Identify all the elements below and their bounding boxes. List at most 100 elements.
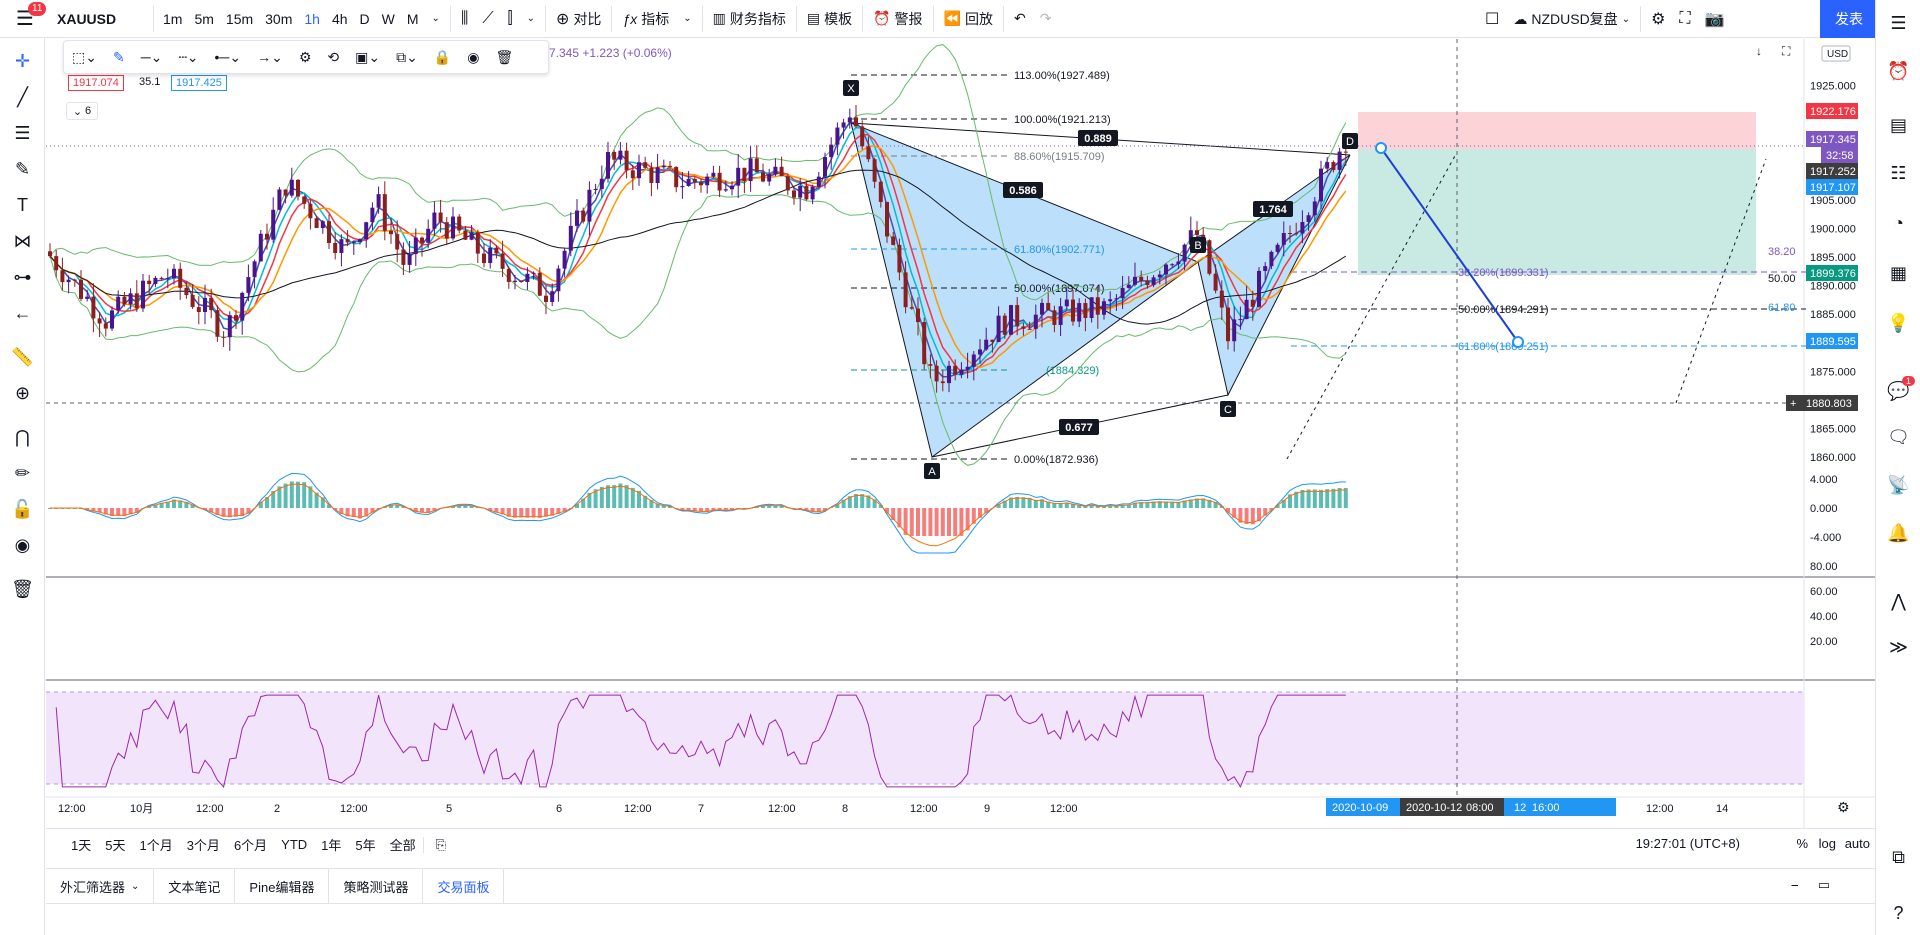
interval-15m[interactable]: 15m (225, 10, 254, 27)
candle-body[interactable] (1294, 233, 1299, 235)
gear-icon[interactable]: ⚙ (1651, 11, 1666, 28)
candle-body[interactable] (575, 210, 579, 226)
candle-body[interactable] (792, 190, 796, 198)
macd-bar[interactable] (91, 508, 96, 512)
macd-bar[interactable] (1164, 501, 1168, 508)
macd-bar[interactable] (1021, 497, 1026, 508)
macd-bar[interactable] (1343, 487, 1348, 508)
candle-body[interactable] (841, 122, 846, 128)
macd-bar[interactable] (1300, 490, 1305, 508)
camera-icon[interactable]: 📷 (1704, 11, 1725, 28)
macd-bar[interactable] (1325, 489, 1330, 508)
candle-body[interactable] (891, 236, 896, 245)
fullscreen-icon[interactable]: ⛶ (1679, 10, 1691, 27)
macd-bar[interactable] (327, 504, 331, 508)
chevron-down-icon[interactable]: ⌄ (431, 13, 440, 24)
candle-body[interactable] (798, 185, 803, 198)
candle-body[interactable] (351, 241, 356, 243)
macd-bar[interactable] (1275, 505, 1280, 508)
candle-body[interactable] (482, 253, 486, 264)
macd-bar[interactable] (395, 504, 400, 508)
macd-bar[interactable] (1058, 503, 1063, 508)
macd-bar[interactable] (413, 508, 418, 512)
measure-icon[interactable]: ⊶ (13, 266, 32, 287)
indicator-count-toggle[interactable]: ⌄ 6 (66, 102, 98, 120)
macd-bar[interactable] (1064, 502, 1069, 508)
candle-body[interactable] (1114, 298, 1119, 300)
tab-strategy-tester[interactable]: 策略测试器 (329, 868, 424, 904)
bell-icon[interactable]: 🔔 (1887, 522, 1910, 543)
macd-bar[interactable] (1281, 499, 1286, 508)
candle-body[interactable] (277, 189, 282, 210)
candle-body[interactable] (1164, 264, 1168, 275)
candle-body[interactable] (562, 250, 567, 269)
macd-bar[interactable] (878, 505, 883, 508)
line-color-icon[interactable]: ─⌄ (140, 48, 163, 65)
tab-trading-panel[interactable]: 交易面板 (423, 868, 505, 904)
macd-bar[interactable] (1195, 498, 1199, 508)
candle-body[interactable] (1281, 233, 1286, 245)
macd-bar[interactable] (1263, 508, 1268, 516)
macd-bar[interactable] (761, 505, 765, 508)
candle-body[interactable] (469, 232, 474, 240)
double-chevron-icon[interactable]: ≫ (1889, 636, 1908, 657)
macd-bar[interactable] (1170, 501, 1175, 508)
macd-bar[interactable] (643, 495, 648, 508)
macd-bar[interactable] (872, 499, 877, 508)
magnet-icon[interactable]: ⋂ (15, 426, 30, 447)
candle-body[interactable] (649, 167, 654, 183)
macd-bar[interactable] (971, 508, 976, 524)
macd-bar[interactable] (1288, 494, 1292, 508)
candle-body[interactable] (928, 364, 933, 366)
candle-body[interactable] (593, 188, 598, 190)
ratio-ac[interactable]: 0.677 (1059, 419, 1099, 435)
macd-bar[interactable] (227, 508, 232, 518)
range-5y[interactable]: 5年 (355, 838, 376, 853)
maximize-icon[interactable]: ▭ (1817, 877, 1830, 892)
macd-bar[interactable] (358, 508, 362, 519)
candle-body[interactable] (358, 239, 362, 242)
candle-body[interactable] (668, 165, 672, 167)
candle-body[interactable] (234, 315, 238, 321)
candle-body[interactable] (854, 117, 858, 127)
channel-line[interactable] (1286, 153, 1457, 460)
macd-bar[interactable] (556, 508, 561, 514)
macd-bar[interactable] (1089, 504, 1094, 508)
candle-body[interactable] (488, 247, 493, 264)
macd-bar[interactable] (116, 508, 121, 516)
candle-body[interactable] (97, 318, 102, 324)
pattern-point-d[interactable]: D (1342, 133, 1358, 149)
candle-body[interactable] (475, 232, 480, 254)
chevron-down-icon[interactable]: ⌄ (683, 13, 692, 24)
macd-bar[interactable] (289, 481, 294, 508)
macd-bar[interactable] (1040, 499, 1044, 508)
candle-body[interactable] (674, 166, 679, 188)
macd-bar[interactable] (296, 481, 300, 508)
range-6m[interactable]: 6个月 (233, 838, 268, 853)
candle-body[interactable] (606, 152, 610, 179)
candle-body[interactable] (785, 176, 790, 191)
candle-body[interactable] (395, 234, 400, 250)
macd-bar[interactable] (1331, 488, 1336, 508)
macd-bar[interactable] (655, 503, 660, 508)
candle-body[interactable] (699, 182, 703, 186)
candle-body[interactable] (537, 272, 542, 296)
candle-body[interactable] (1151, 277, 1156, 286)
macd-bar[interactable] (457, 505, 462, 508)
templates-button[interactable]: ▤ 模板 (800, 0, 859, 38)
chevron-down-icon[interactable]: ⌄ (526, 13, 536, 24)
select-icon[interactable]: ⬚⌄ (72, 48, 97, 65)
back-arrow-icon[interactable]: ← (13, 302, 32, 323)
hotlist-icon[interactable]: ☷ (1890, 162, 1907, 183)
candle-body[interactable] (965, 366, 970, 370)
undo-icon[interactable]: ↶ (1013, 10, 1026, 26)
log-toggle[interactable]: log (1818, 836, 1836, 851)
macd-bar[interactable] (1232, 508, 1237, 518)
brush-icon[interactable]: ✎ (14, 158, 31, 179)
macd-bar[interactable] (1120, 504, 1125, 508)
trash-icon[interactable]: 🗑 (11, 578, 34, 599)
candle-body[interactable] (544, 295, 548, 302)
redo-icon[interactable]: ↷ (1039, 10, 1052, 26)
candle-body[interactable] (1238, 319, 1243, 321)
candle-body[interactable] (1288, 233, 1292, 235)
